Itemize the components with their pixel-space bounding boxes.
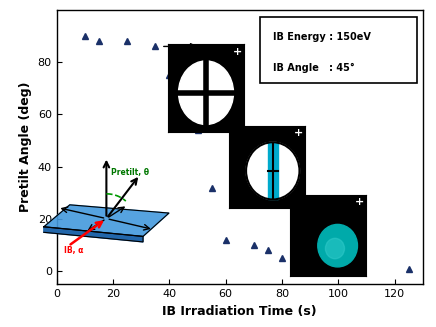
Circle shape <box>325 238 344 259</box>
Text: IB Angle   : 45°: IB Angle : 45° <box>273 62 354 73</box>
Circle shape <box>179 61 234 125</box>
Polygon shape <box>268 143 278 199</box>
Circle shape <box>246 142 300 199</box>
Circle shape <box>318 224 358 267</box>
Polygon shape <box>44 227 143 242</box>
Text: IB Energy : 150eV: IB Energy : 150eV <box>273 32 371 42</box>
Y-axis label: Pretilt Angle (deg): Pretilt Angle (deg) <box>19 82 32 213</box>
Text: +: + <box>355 197 364 207</box>
Polygon shape <box>44 205 169 236</box>
FancyBboxPatch shape <box>260 17 417 83</box>
Text: +: + <box>294 128 303 138</box>
Text: +: + <box>233 47 242 57</box>
X-axis label: IB Irradiation Time (s): IB Irradiation Time (s) <box>163 305 317 318</box>
Text: Pretilt, θ: Pretilt, θ <box>111 168 149 177</box>
Text: IB, α: IB, α <box>64 246 83 255</box>
